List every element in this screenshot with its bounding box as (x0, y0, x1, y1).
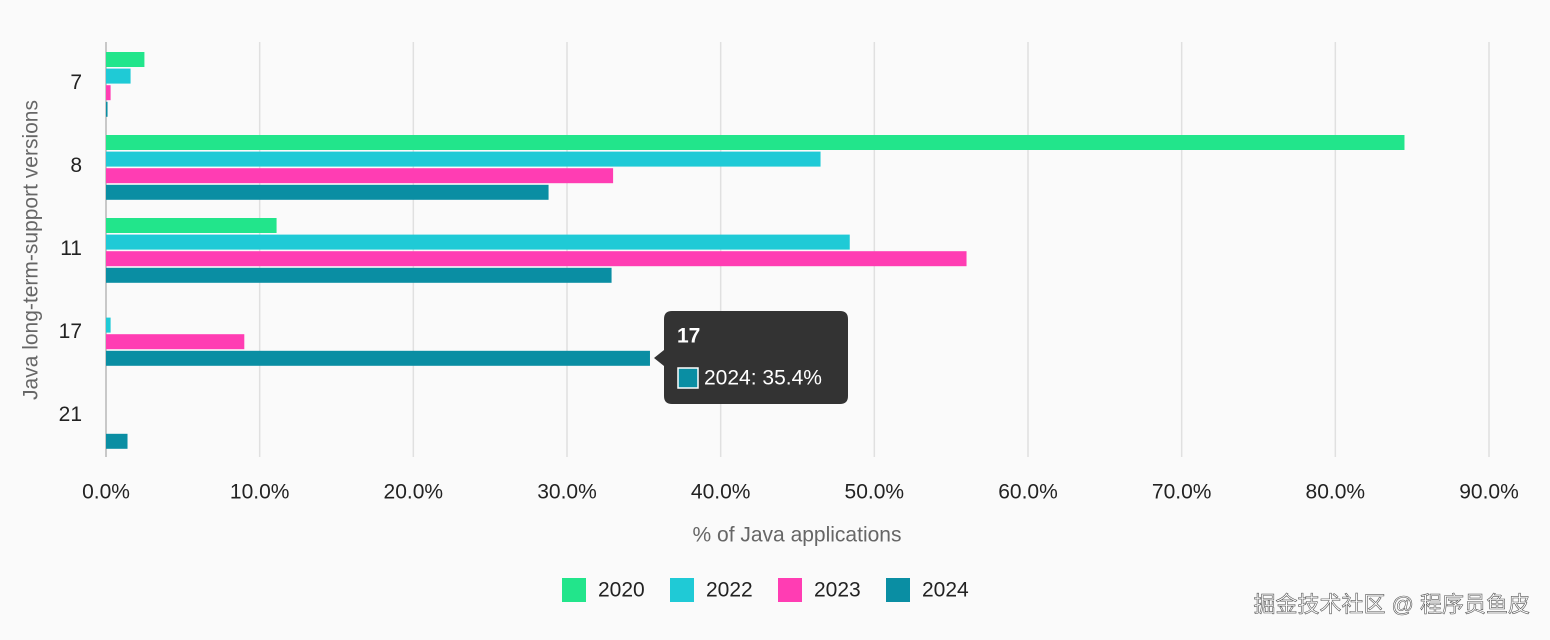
legend-swatch (886, 578, 910, 602)
x-tick-label: 90.0% (1459, 481, 1519, 504)
x-tick-label: 50.0% (845, 481, 905, 504)
bar (106, 184, 549, 200)
y-axis-title: Java long-term-support versions (20, 100, 43, 400)
bar (106, 68, 131, 84)
legend-swatch (778, 578, 802, 602)
bar (106, 101, 108, 117)
bar (106, 52, 145, 67)
y-tick-label: 21 (59, 403, 82, 426)
x-tick-label: 0.0% (82, 481, 130, 504)
x-tick-label: 60.0% (998, 481, 1058, 504)
bar (106, 234, 850, 250)
bar (106, 151, 821, 167)
legend-label: 2023 (814, 579, 861, 602)
legend-label: 2020 (598, 579, 645, 602)
bar (106, 334, 245, 350)
y-tick-label: 8 (70, 154, 82, 177)
x-tick-label: 70.0% (1152, 481, 1212, 504)
x-tick-label: 80.0% (1306, 481, 1366, 504)
watermark: 掘金技术社区 @ 程序员鱼皮 (1253, 592, 1530, 617)
x-axis-title: % of Java applications (693, 524, 902, 547)
legend-label: 2024 (922, 579, 969, 602)
bar (106, 267, 612, 283)
bar (106, 218, 277, 233)
bar (106, 168, 614, 184)
x-tick-label: 20.0% (384, 481, 444, 504)
bar (106, 135, 1405, 150)
tooltip-title: 17 (677, 325, 700, 348)
y-tick-label: 11 (60, 237, 82, 260)
tooltip-label: 2024: 35.4% (704, 367, 822, 390)
x-tick-label: 10.0% (230, 481, 290, 504)
bar (106, 251, 967, 267)
bar (106, 85, 111, 101)
y-tick-label: 7 (70, 71, 82, 94)
bar (106, 433, 128, 449)
x-tick-label: 30.0% (537, 481, 597, 504)
tooltip-swatch (677, 367, 699, 389)
tooltip-box (654, 311, 848, 404)
legend-swatch (670, 578, 694, 602)
bar (106, 350, 650, 366)
legend-label: 2022 (706, 579, 753, 602)
legend-swatch (562, 578, 586, 602)
bar (106, 317, 111, 333)
x-tick-label: 40.0% (691, 481, 751, 504)
y-tick-label: 17 (59, 320, 82, 343)
